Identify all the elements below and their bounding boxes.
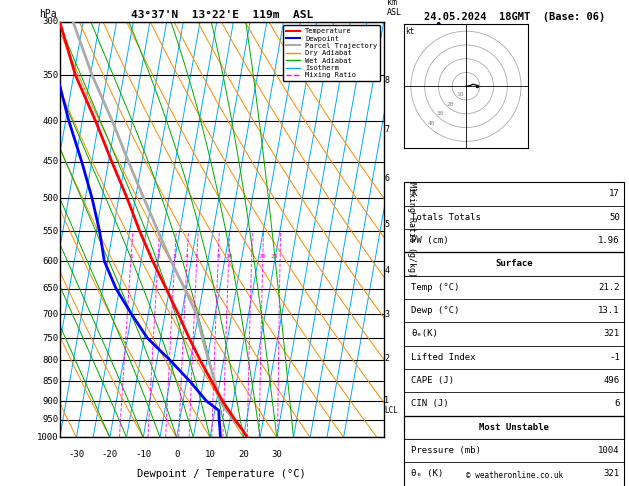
- Text: 750: 750: [42, 333, 58, 343]
- Text: 300: 300: [42, 17, 58, 26]
- Text: 20: 20: [447, 102, 454, 106]
- Text: -1: -1: [609, 353, 620, 362]
- Text: CAPE (J): CAPE (J): [411, 376, 454, 385]
- Bar: [404, 346, 625, 369]
- Text: 550: 550: [42, 226, 58, 236]
- Text: 500: 500: [42, 194, 58, 203]
- Text: 4: 4: [384, 266, 389, 275]
- Text: θₑ (K): θₑ (K): [411, 469, 443, 478]
- Bar: [404, 182, 625, 252]
- Text: 3: 3: [384, 310, 389, 319]
- Text: 2: 2: [156, 254, 160, 259]
- Text: 4: 4: [185, 254, 189, 259]
- Text: 0: 0: [174, 450, 179, 459]
- Title: 43°37'N  13°22'E  119m  ASL: 43°37'N 13°22'E 119m ASL: [131, 10, 313, 20]
- Text: 2: 2: [384, 354, 389, 363]
- Text: 7: 7: [384, 125, 389, 134]
- Bar: [404, 229, 625, 252]
- Text: Lifted Index: Lifted Index: [411, 353, 476, 362]
- Text: 17: 17: [609, 190, 620, 198]
- Text: θₑ(K): θₑ(K): [411, 330, 438, 338]
- Text: Most Unstable: Most Unstable: [479, 423, 549, 432]
- Bar: [404, 182, 625, 206]
- Text: 321: 321: [604, 330, 620, 338]
- Legend: Temperature, Dewpoint, Parcel Trajectory, Dry Adiabat, Wet Adiabat, Isotherm, Mi: Temperature, Dewpoint, Parcel Trajectory…: [283, 25, 380, 81]
- Text: 800: 800: [42, 356, 58, 365]
- Text: 20: 20: [238, 450, 249, 459]
- Text: 1: 1: [384, 396, 389, 405]
- Text: 8: 8: [216, 254, 220, 259]
- Text: 5: 5: [195, 254, 199, 259]
- Text: 600: 600: [42, 257, 58, 265]
- Bar: [404, 252, 625, 416]
- Text: 1000: 1000: [36, 433, 58, 442]
- Text: 650: 650: [42, 284, 58, 293]
- Bar: [404, 416, 625, 439]
- Text: hPa: hPa: [39, 9, 57, 19]
- Text: K: K: [411, 190, 416, 198]
- Text: 950: 950: [42, 415, 58, 424]
- Bar: [404, 252, 625, 276]
- Text: 6: 6: [384, 174, 389, 183]
- Bar: [404, 206, 625, 229]
- Text: 40: 40: [428, 121, 435, 126]
- Bar: [404, 416, 625, 486]
- Text: 20: 20: [259, 254, 267, 259]
- Text: Mixing Ratio (g/kg): Mixing Ratio (g/kg): [408, 182, 416, 277]
- Text: kt: kt: [406, 27, 415, 36]
- Text: -10: -10: [135, 450, 152, 459]
- Text: 5: 5: [384, 220, 389, 229]
- Bar: [404, 392, 625, 416]
- Text: Dewp (°C): Dewp (°C): [411, 306, 459, 315]
- Text: 1: 1: [129, 254, 133, 259]
- Text: 1004: 1004: [598, 446, 620, 455]
- Text: -30: -30: [69, 450, 84, 459]
- Text: CIN (J): CIN (J): [411, 399, 448, 408]
- Text: 1.96: 1.96: [598, 236, 620, 245]
- Text: 30: 30: [272, 450, 282, 459]
- Text: 24.05.2024  18GMT  (Base: 06): 24.05.2024 18GMT (Base: 06): [423, 12, 605, 22]
- Text: 8: 8: [384, 76, 389, 86]
- Text: 25: 25: [270, 254, 278, 259]
- Text: © weatheronline.co.uk: © weatheronline.co.uk: [465, 471, 563, 480]
- Bar: [404, 276, 625, 299]
- Text: km
ASL: km ASL: [387, 0, 402, 17]
- Text: Pressure (mb): Pressure (mb): [411, 446, 481, 455]
- Text: 10: 10: [204, 450, 215, 459]
- Text: 700: 700: [42, 310, 58, 319]
- Text: 321: 321: [604, 469, 620, 478]
- Text: Temp (°C): Temp (°C): [411, 283, 459, 292]
- Text: 850: 850: [42, 377, 58, 386]
- Bar: [404, 369, 625, 392]
- Text: 10: 10: [225, 254, 232, 259]
- Bar: [404, 439, 625, 462]
- Bar: [404, 462, 625, 486]
- Text: 900: 900: [42, 397, 58, 405]
- Text: Totals Totals: Totals Totals: [411, 213, 481, 222]
- Text: Dewpoint / Temperature (°C): Dewpoint / Temperature (°C): [137, 469, 306, 479]
- Text: 400: 400: [42, 117, 58, 126]
- Text: 6: 6: [615, 399, 620, 408]
- Text: 50: 50: [609, 213, 620, 222]
- Text: -20: -20: [102, 450, 118, 459]
- Text: LCL: LCL: [384, 406, 398, 415]
- Text: 450: 450: [42, 157, 58, 166]
- Text: 13.1: 13.1: [598, 306, 620, 315]
- Text: 30: 30: [437, 111, 445, 116]
- Bar: [404, 299, 625, 322]
- Text: 496: 496: [604, 376, 620, 385]
- Text: PW (cm): PW (cm): [411, 236, 448, 245]
- Text: Surface: Surface: [496, 260, 533, 268]
- Bar: [404, 322, 625, 346]
- Text: 10: 10: [457, 92, 464, 97]
- Text: 3: 3: [173, 254, 177, 259]
- Text: 21.2: 21.2: [598, 283, 620, 292]
- Text: 350: 350: [42, 70, 58, 80]
